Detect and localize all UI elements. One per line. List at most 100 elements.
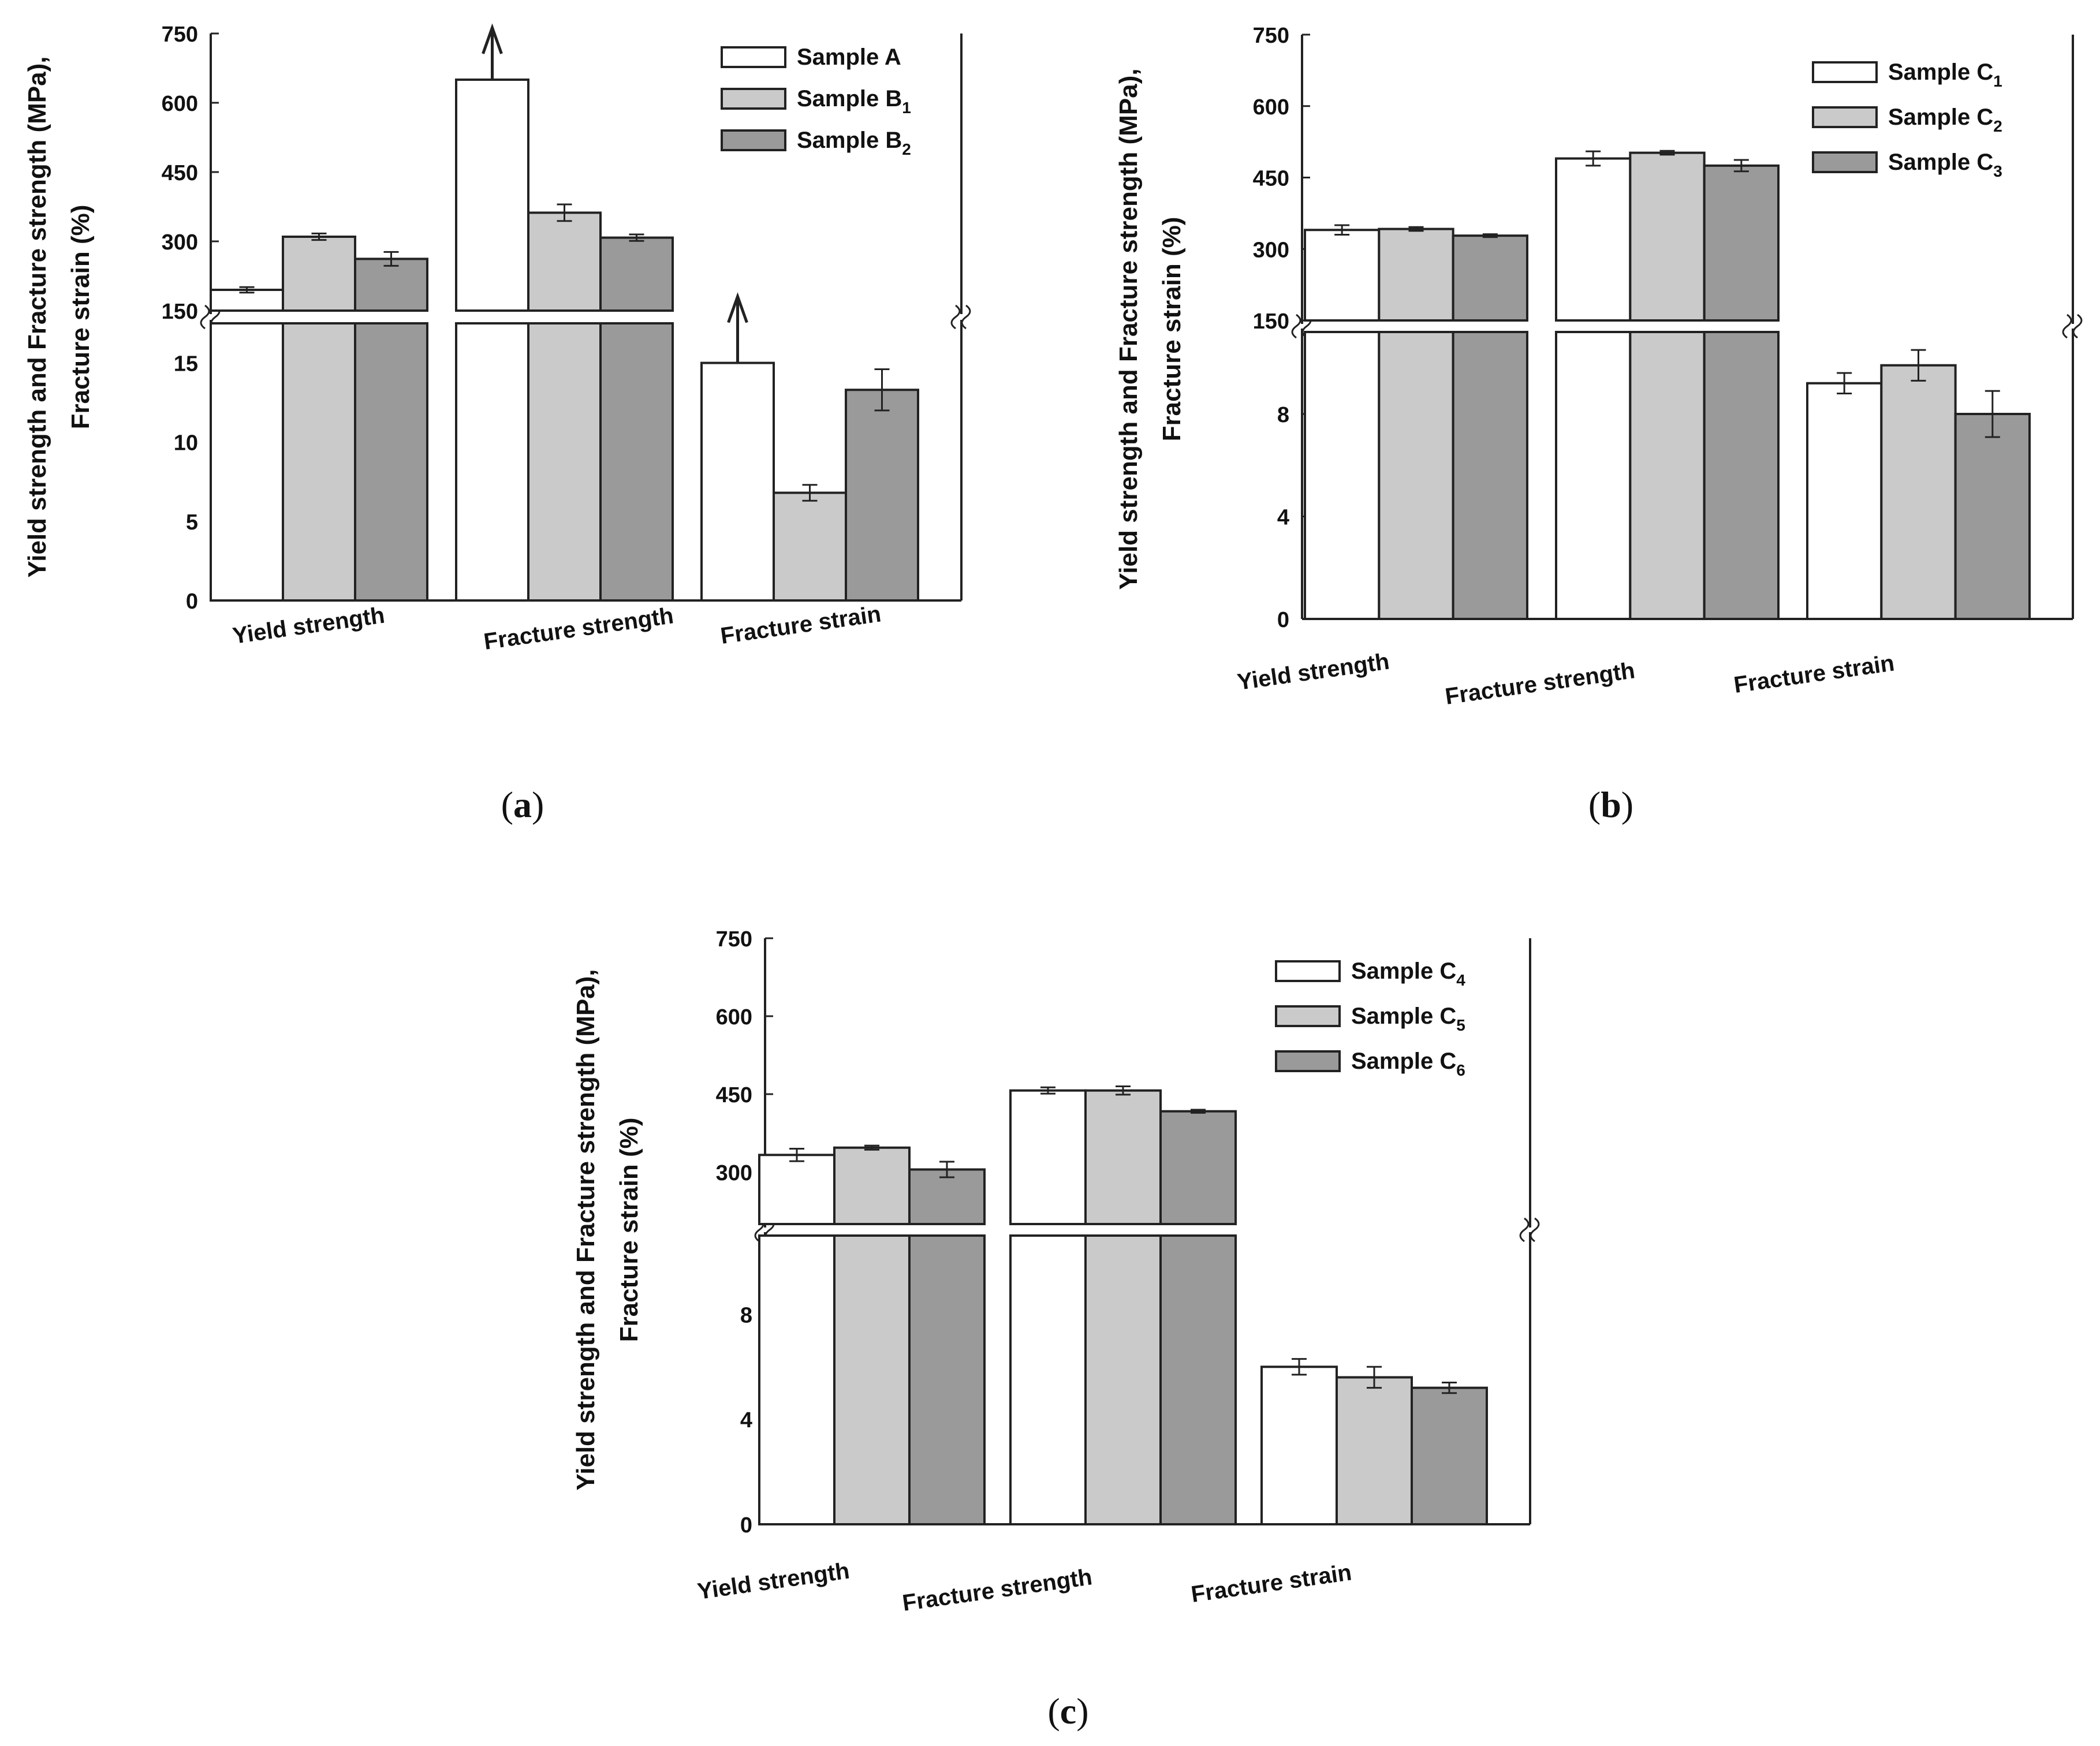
overflow-arrow-head [482, 23, 503, 54]
y-tick-label-upper: 600 [716, 1005, 752, 1029]
y-axis-label-line1: Yield strength and Fracture strength (MP… [1114, 69, 1143, 590]
bar-c-fracture-strain-s2 [1336, 1376, 1413, 1526]
y-tick-label-lower: 0 [740, 1513, 752, 1538]
legend-swatch-1 [1275, 960, 1341, 982]
legend-label-base: Sample C [1888, 150, 1993, 175]
axis-break-mark [2062, 314, 2072, 339]
y-tick-label-lower: 4 [740, 1408, 752, 1432]
legend-label-subscript: 1 [1993, 72, 2002, 90]
bar-a-0-upper-s2 [282, 236, 356, 312]
panel-label-open: ( [1588, 784, 1601, 825]
axis-break-mark [950, 304, 961, 330]
y-tick-label-lower: 0 [186, 590, 198, 614]
bar-c-0-lower-s2 [833, 1234, 911, 1525]
axis-break-mark [1519, 1217, 1530, 1243]
panel-label-close: ) [1621, 784, 1633, 825]
bar-b-1-lower-s1 [1555, 331, 1632, 620]
legend-label-3: Sample C3 [1888, 150, 2002, 180]
bar-c-1-lower-s2 [1084, 1234, 1162, 1525]
y-tick-label-lower: 0 [1277, 608, 1289, 632]
y-axis-label-line2: Fracture strain (%) [66, 205, 95, 430]
panel-label: (a) [501, 784, 544, 825]
legend-label-base: Sample B [797, 86, 902, 111]
axis-break-mark [2072, 314, 2083, 339]
bar-a-1-upper-s1 [455, 79, 529, 312]
bar-b-0-lower-s2 [1378, 331, 1454, 620]
legend-label-2: Sample C2 [1888, 105, 2002, 135]
bar-c-fracture-strain-s1 [1260, 1366, 1338, 1525]
bar-a-fracture-strain-s1 [700, 361, 775, 602]
legend-label-base: Sample C [1888, 59, 1993, 85]
bar-c-1-lower-s1 [1009, 1234, 1087, 1525]
legend-label-base: Sample C [1351, 1003, 1456, 1029]
y-tick-label-upper: 150 [1253, 309, 1289, 334]
bar-c-0-upper-s2 [833, 1146, 911, 1225]
bar-b-0-upper-s2 [1378, 227, 1454, 322]
panel-label-close: ) [1076, 1691, 1088, 1732]
y-axis-label-line1: Yield strength and Fracture strength (MP… [572, 969, 600, 1491]
y-tick-label-lower: 8 [1277, 403, 1289, 427]
legend-swatch-2 [1275, 1005, 1341, 1027]
legend-label-base: Sample B [797, 128, 902, 153]
axis-break-mark [1530, 1217, 1540, 1243]
y-tick-label-upper: 450 [162, 161, 198, 185]
y-tick-label-upper: 600 [1253, 95, 1289, 120]
y-tick-label-lower: 5 [186, 510, 198, 535]
legend-swatch-1 [721, 46, 786, 68]
bar-c-0-lower-s1 [758, 1234, 835, 1525]
y-tick-label-upper: 750 [1253, 24, 1289, 48]
panel-label-letter: b [1601, 784, 1621, 825]
bar-c-1-lower-s3 [1159, 1234, 1237, 1525]
bar-a-1-lower-s2 [527, 322, 602, 602]
bar-c-1-upper-s2 [1084, 1089, 1162, 1225]
legend-swatch-3 [1275, 1050, 1341, 1072]
legend-label-1: Sample C4 [1351, 958, 1465, 989]
y-tick-label-upper: 150 [162, 300, 198, 324]
panel-label: (c) [1047, 1691, 1088, 1732]
bar-a-1-upper-s2 [527, 211, 602, 312]
bar-b-0-lower-s3 [1452, 331, 1529, 620]
axis-break-mark [1291, 314, 1301, 339]
legend-label-subscript: 5 [1456, 1016, 1465, 1034]
legend-label-3: Sample C6 [1351, 1049, 1465, 1079]
bar-a-0-lower-s3 [354, 322, 428, 602]
legend-swatch-1 [1812, 61, 1878, 83]
panel-label-letter: c [1060, 1691, 1076, 1732]
panel-label: (b) [1588, 784, 1633, 825]
bar-a-0-lower-s1 [210, 322, 284, 602]
legend-label-3: Sample B2 [797, 128, 911, 158]
y-axis-label-line2: Fracture strain (%) [1158, 217, 1186, 442]
axis-break-mark [961, 304, 971, 330]
legend-label-subscript: 1 [902, 99, 911, 117]
y-tick-label-lower: 4 [1277, 506, 1289, 530]
bar-b-1-lower-s3 [1703, 331, 1780, 620]
panel-label-open: ( [501, 784, 513, 825]
y-tick-label-upper: 300 [716, 1161, 752, 1185]
legend-swatch-2 [721, 88, 786, 110]
legend-label-1: Sample C1 [1888, 59, 2002, 90]
bar-c-0-upper-s3 [908, 1168, 986, 1225]
bar-b-1-upper-s1 [1555, 157, 1632, 322]
legend-label-base: Sample C [1351, 958, 1456, 984]
bar-a-1-upper-s3 [599, 236, 674, 312]
legend-label-2: Sample B1 [797, 86, 911, 117]
legend-label-subscript: 3 [1993, 162, 2002, 180]
bar-b-0-upper-s3 [1452, 234, 1529, 322]
legend-swatch-2 [1812, 106, 1878, 128]
y-tick-label-upper: 750 [716, 927, 752, 952]
overflow-arrow-head [727, 292, 748, 323]
bar-a-fracture-strain-s2 [773, 491, 847, 602]
bar-c-0-lower-s3 [908, 1234, 986, 1525]
bar-b-1-upper-s3 [1703, 164, 1780, 322]
legend-swatch-3 [721, 129, 786, 151]
panel-label-close: ) [532, 784, 544, 825]
bar-c-1-upper-s3 [1159, 1110, 1237, 1225]
bar-c-0-upper-s1 [758, 1154, 835, 1226]
bar-c-fracture-strain-s3 [1411, 1386, 1488, 1526]
legend-label-subscript: 2 [902, 140, 911, 158]
y-axis-label-line1: Yield strength and Fracture strength (MP… [23, 57, 51, 578]
y-tick-label-lower: 15 [174, 352, 198, 376]
bar-b-fracture-strain-s2 [1880, 364, 1957, 620]
legend-label-base: Sample C [1888, 105, 1993, 130]
